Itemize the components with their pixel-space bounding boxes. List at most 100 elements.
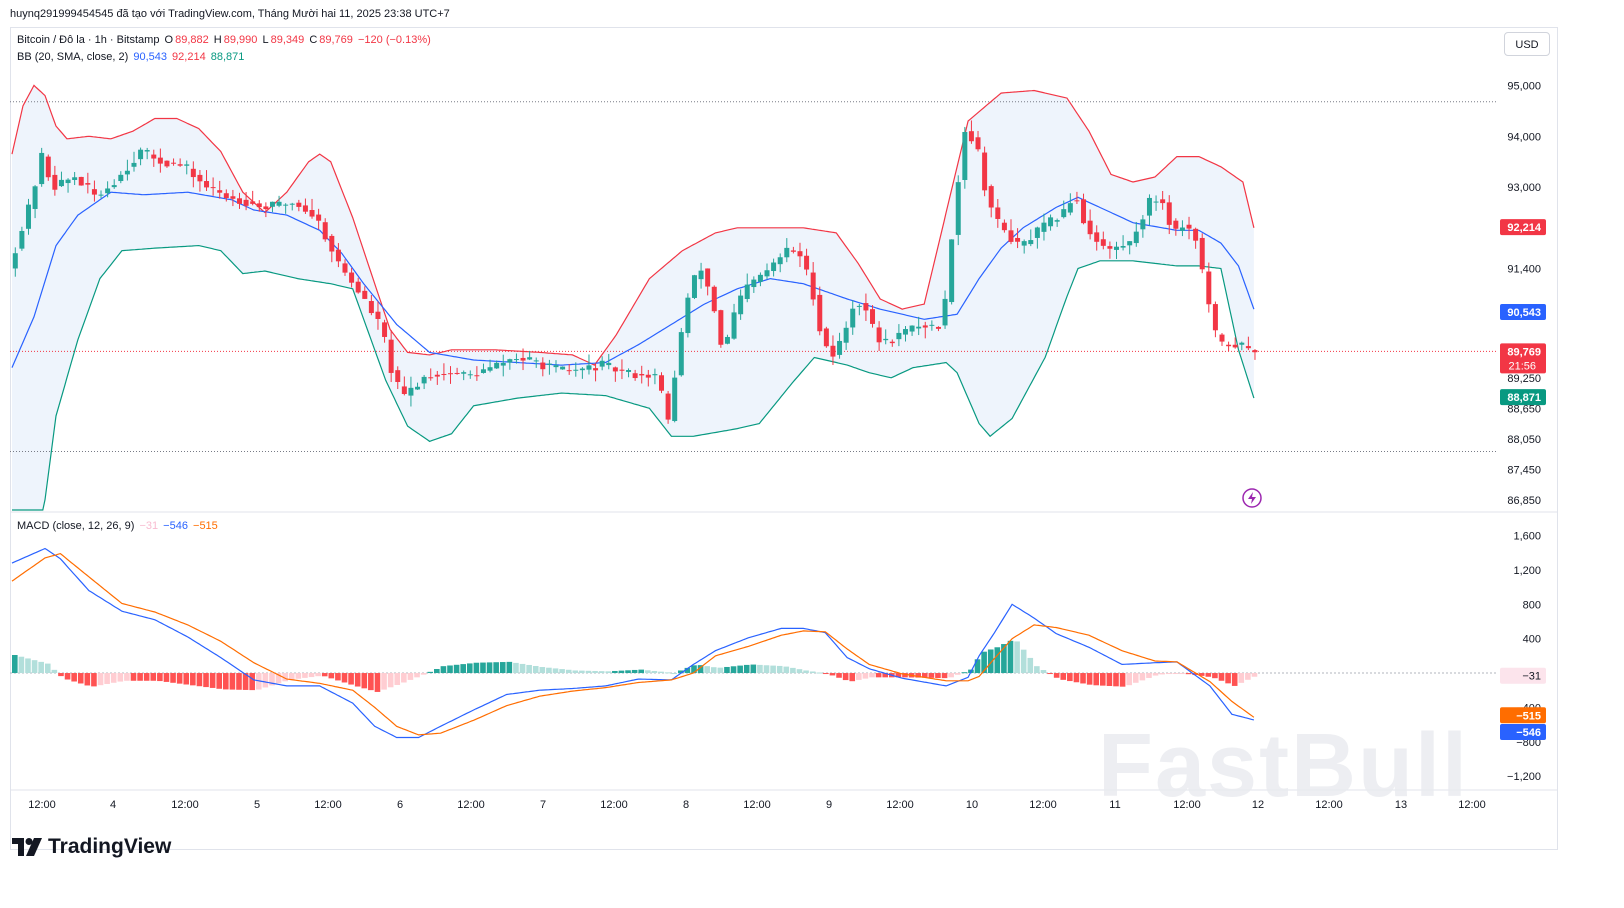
bb-label[interactable]: BB (20, SMA, close, 2) (17, 51, 129, 63)
candle (573, 369, 579, 371)
candle (487, 367, 493, 371)
candle (1067, 203, 1073, 213)
macd-histogram-bar (420, 673, 427, 675)
time-tick-label: 13 (1395, 799, 1407, 811)
candle (448, 373, 454, 375)
macd-histogram-bar (216, 673, 223, 689)
price-tick-label: 95,000 (1507, 80, 1541, 92)
macd-histogram-bar (1047, 673, 1053, 675)
candle (349, 272, 355, 283)
macd-histogram-bar (117, 673, 124, 682)
candle (533, 360, 539, 362)
time-tick-label: 12:00 (171, 799, 199, 811)
candle (1100, 239, 1106, 246)
candle (408, 387, 414, 396)
macd-histogram-bar (1132, 673, 1139, 683)
low-value: 89,349 (270, 34, 305, 46)
macd-histogram-bar (12, 655, 18, 674)
candle (230, 196, 236, 199)
time-axis: 12:00 4 12:00 5 12:00 6 12:00 7 12:00 8 12:00 9 12:0… (28, 799, 1486, 811)
candle (546, 363, 552, 365)
macd-histogram-bar (295, 673, 302, 679)
time-tick-label: 8 (683, 799, 689, 811)
badge-label: 89,769 (1507, 346, 1541, 358)
candle (711, 286, 717, 312)
candle (322, 222, 328, 240)
macd-legend: MACD (close, 12, 26, 9) −31 −546 −515 (17, 520, 220, 532)
candle (1252, 350, 1258, 353)
macd-histogram-bar (856, 673, 862, 680)
macd-hist-badge: −31 (1500, 667, 1546, 684)
symbol-label[interactable]: Bitcoin / Đô la · 1h · Bitstamp (17, 34, 160, 46)
candle (157, 157, 163, 164)
macd-histogram-bar (183, 673, 190, 685)
macd-histogram-bar (288, 673, 295, 680)
candle (441, 373, 447, 375)
candle (579, 368, 585, 371)
candle (421, 376, 427, 384)
tradingview-logo[interactable]: TradingView (12, 835, 171, 859)
macd-histogram-bar (658, 671, 664, 674)
macd-histogram-bar (249, 673, 255, 691)
macd-histogram-bar (757, 664, 763, 674)
badge-bg (1500, 219, 1546, 236)
macd-histogram-bar (71, 673, 77, 682)
candle (744, 284, 750, 299)
candle (52, 174, 58, 190)
macd-histogram-bar (1192, 673, 1198, 676)
macd-histogram-bar (1179, 673, 1185, 675)
candle (1028, 240, 1034, 245)
badge-bg (1500, 343, 1546, 374)
currency-button[interactable]: USD (1504, 32, 1550, 56)
candle (1107, 246, 1113, 249)
macd-histogram-bar (1126, 673, 1132, 686)
price-tick-label: 93,000 (1507, 182, 1541, 194)
time-tick-label: 12 (1252, 799, 1264, 811)
candle (1120, 246, 1126, 248)
macd-histogram-bar (1086, 673, 1093, 685)
macd-label[interactable]: MACD (close, 12, 26, 9) (17, 520, 135, 532)
macd-histogram-bar (981, 651, 987, 674)
candle (1153, 201, 1159, 203)
macd-histogram-bar (552, 668, 559, 674)
time-tick-label: 12:00 (600, 799, 628, 811)
macd-histogram-bar (816, 672, 823, 674)
candle (889, 341, 895, 344)
macd-tick-label: −1,200 (1507, 771, 1541, 783)
macd-histogram-bar (770, 665, 776, 674)
macd-histogram-bar (954, 673, 961, 675)
macd-histogram-bar (1205, 673, 1212, 677)
candle (1232, 344, 1238, 348)
bb-lower-line (12, 244, 1255, 511)
time-tick-label: 12:00 (28, 799, 56, 811)
candle (1094, 232, 1100, 242)
candle (553, 365, 559, 368)
macd-histogram-bar (1185, 673, 1192, 675)
candle (256, 203, 262, 208)
macd-histogram-bar (493, 662, 499, 674)
macd-histogram-bar (1198, 673, 1205, 676)
lightning-icon-bolt (1248, 492, 1256, 504)
candle (935, 326, 941, 329)
candle (388, 339, 394, 373)
time-tick-label: 9 (826, 799, 832, 811)
candle (975, 137, 981, 150)
bb-basis-value: 90,543 (133, 51, 167, 63)
candle (916, 326, 922, 329)
macd-histogram-bar (1014, 641, 1020, 674)
macd-histogram-bar (51, 669, 58, 674)
macd-histogram-bar (763, 665, 770, 674)
candle (85, 183, 91, 185)
price-axis: 86,850 87,450 88,050 88,650 89,250 91,400 93,0… (1507, 80, 1541, 506)
macd-histogram-bar (790, 667, 796, 674)
candle (138, 149, 144, 160)
macd-histogram-bar (829, 673, 836, 676)
candle (454, 372, 460, 374)
price-badge: 88,871 (1500, 389, 1546, 406)
macd-histogram-bar (1001, 644, 1007, 674)
candle (190, 168, 196, 178)
candle (929, 324, 935, 326)
candle (823, 328, 829, 347)
bb-band-fill (12, 85, 1254, 511)
